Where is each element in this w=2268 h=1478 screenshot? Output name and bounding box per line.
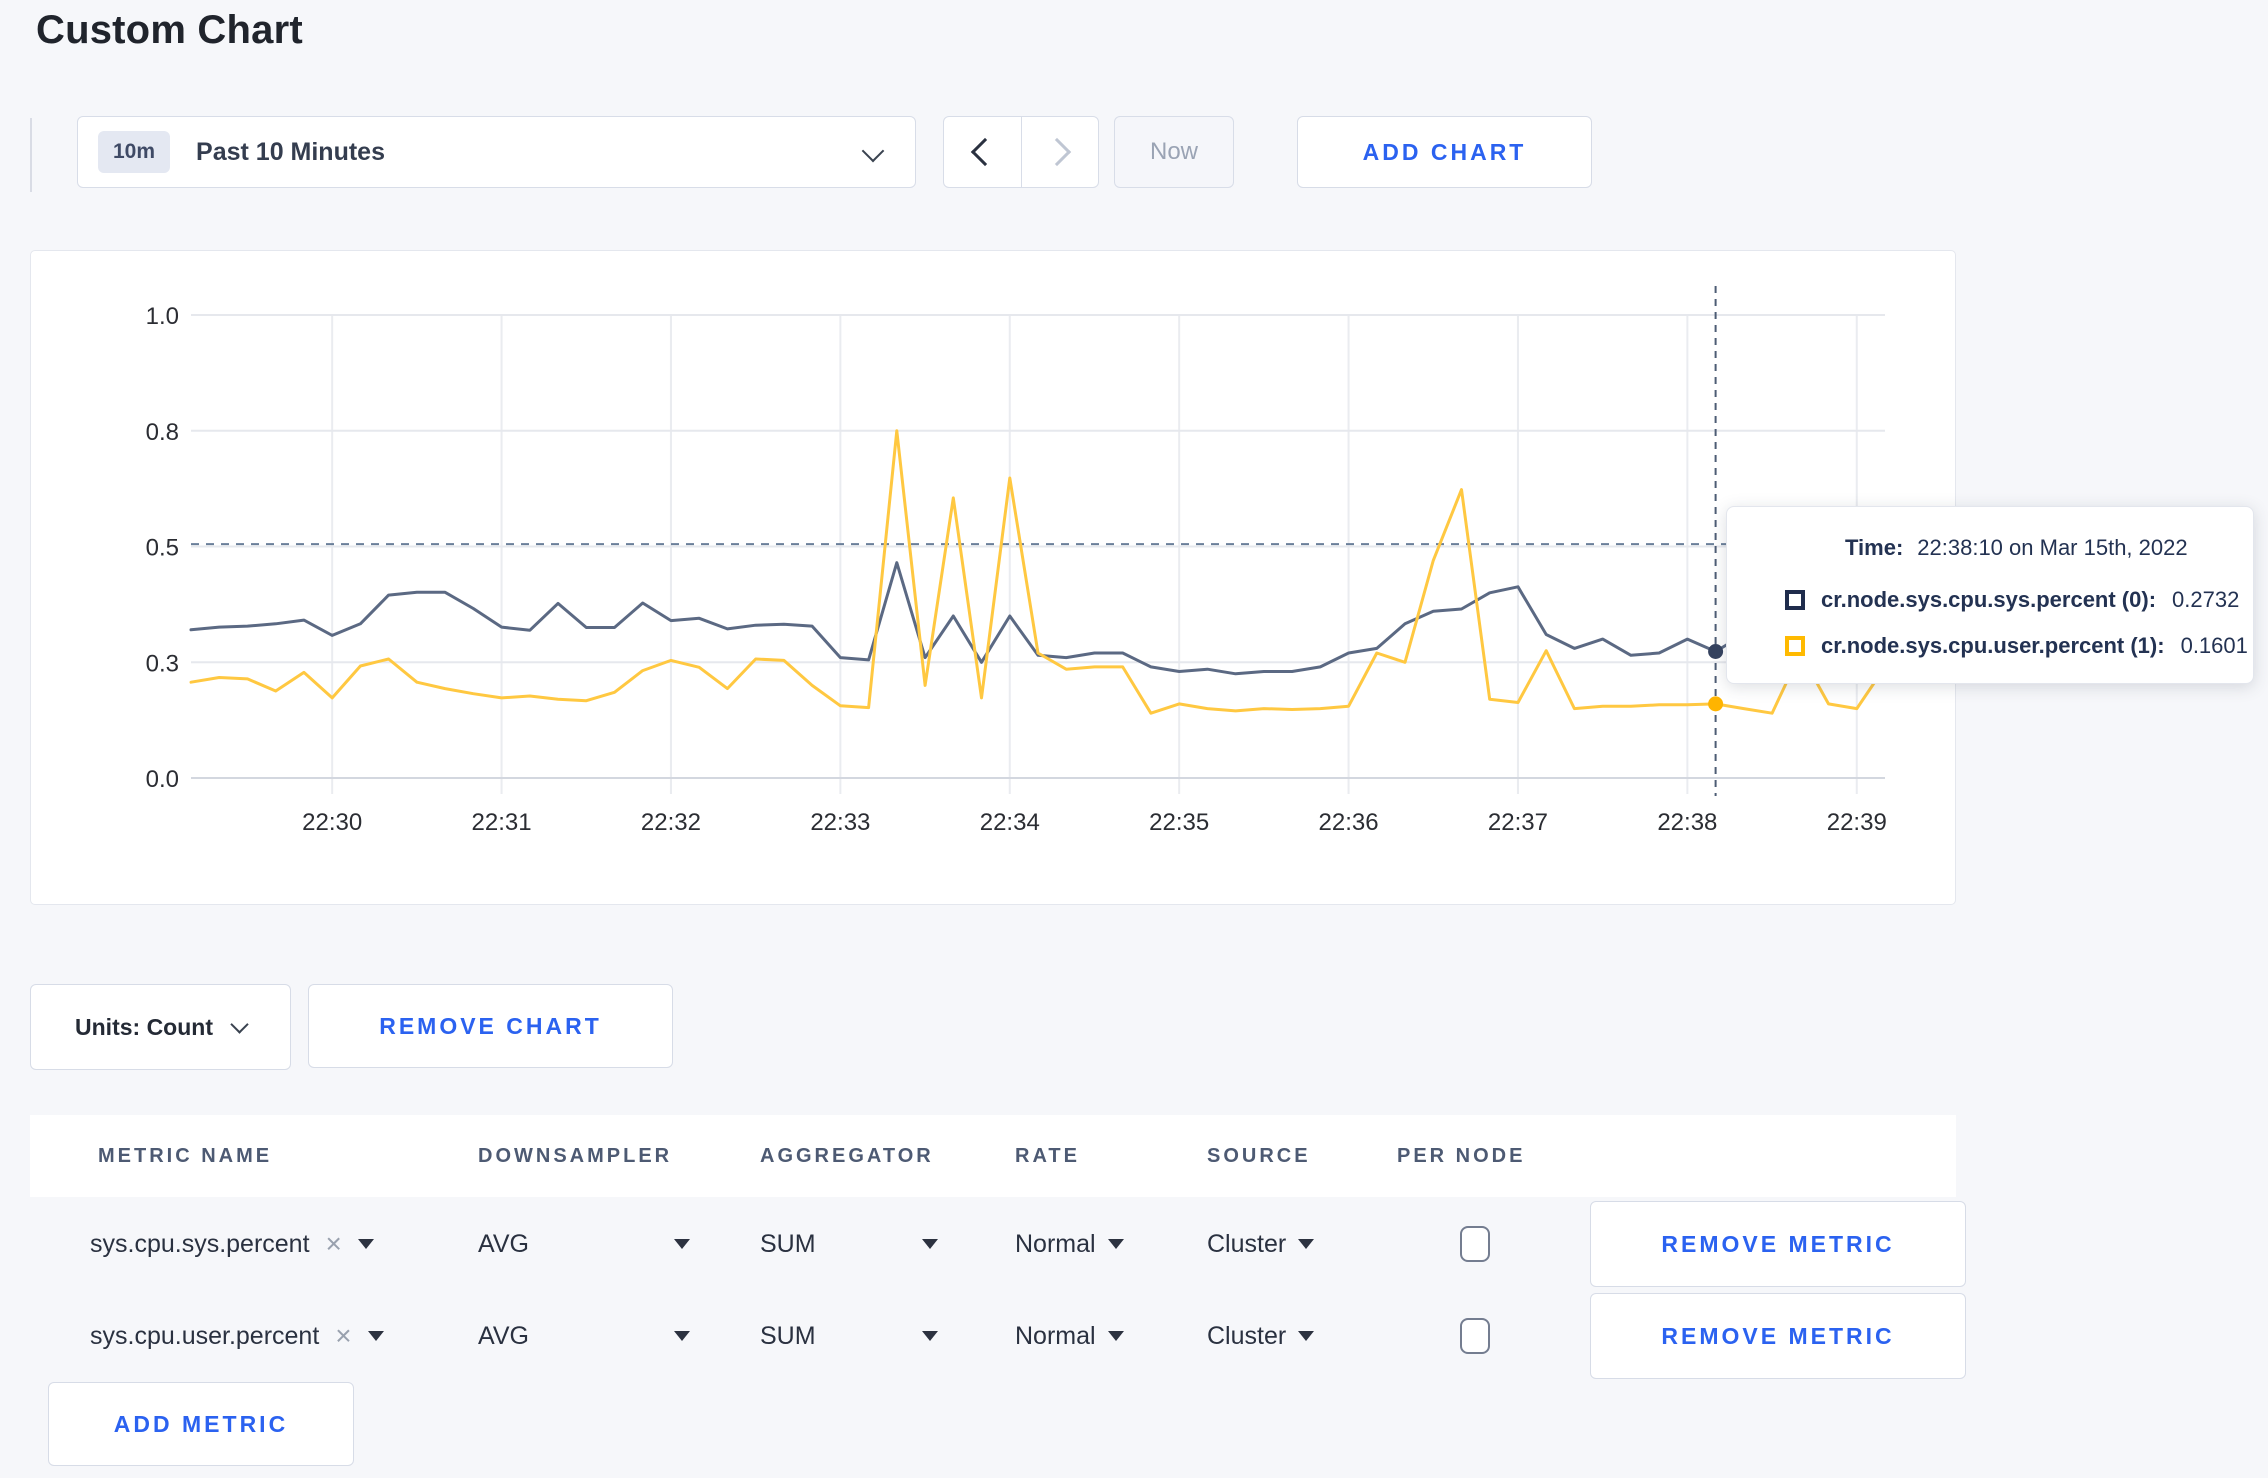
tooltip-time-label: Time: <box>1845 535 1904 560</box>
svg-text:22:33: 22:33 <box>810 809 870 836</box>
caret-down-icon <box>674 1331 690 1341</box>
caret-down-icon <box>1298 1239 1315 1249</box>
add-metric-button[interactable]: ADD METRIC <box>48 1382 354 1466</box>
downsampler-select[interactable]: AVG <box>478 1293 690 1379</box>
svg-text:22:34: 22:34 <box>980 809 1040 836</box>
tooltip-series-name: cr.node.sys.cpu.user.percent (1): <box>1821 633 2165 658</box>
tooltip-series-entry: cr.node.sys.cpu.user.percent (1): 0.1601 <box>1785 633 2248 659</box>
clear-metric-icon[interactable]: × <box>325 1228 342 1259</box>
source-select[interactable]: Cluster <box>1207 1293 1315 1379</box>
column-header: SOURCE <box>1207 1145 1311 1167</box>
now-button[interactable]: Now <box>1114 116 1234 188</box>
series-swatch-icon <box>1785 636 1805 656</box>
caret-down-icon <box>1107 1239 1124 1249</box>
aggregator-value: SUM <box>760 1229 816 1258</box>
svg-text:22:35: 22:35 <box>1149 809 1209 836</box>
remove-chart-button[interactable]: REMOVE CHART <box>308 984 673 1068</box>
downsampler-select[interactable]: AVG <box>478 1201 690 1287</box>
tooltip-time-row: Time: 22:38:10 on Mar 15th, 2022 <box>1845 535 2188 561</box>
rate-value: Normal <box>1015 1229 1096 1258</box>
timeseries-chart[interactable]: 22:30 22:31 22:32 22:33 22:34 22:35 22:36 22:37… <box>31 251 1957 906</box>
source-value: Cluster <box>1207 1321 1287 1350</box>
svg-text:22:32: 22:32 <box>641 809 701 836</box>
chart-card: 22:30 22:31 22:32 22:33 22:34 22:35 22:36 22:37… <box>30 250 1956 905</box>
aggregator-select[interactable]: SUM <box>760 1201 938 1287</box>
caret-down-icon <box>922 1239 938 1249</box>
chevron-left-icon <box>971 137 1000 167</box>
metric-name-value: sys.cpu.sys.percent <box>90 1229 310 1258</box>
caret-down-icon <box>1107 1331 1124 1341</box>
rate-select[interactable]: Normal <box>1015 1293 1124 1379</box>
chevron-right-icon <box>1042 137 1071 167</box>
column-header: AGGREGATOR <box>760 1145 934 1167</box>
add-chart-button[interactable]: ADD CHART <box>1297 116 1592 188</box>
time-nav-group <box>943 116 1099 188</box>
toolbar-divider <box>30 118 32 192</box>
aggregator-value: SUM <box>760 1321 816 1350</box>
svg-text:22:36: 22:36 <box>1319 809 1379 836</box>
per-node-checkbox[interactable] <box>1460 1226 1490 1262</box>
next-range-button[interactable] <box>1020 117 1099 187</box>
svg-text:22:30: 22:30 <box>302 809 362 836</box>
svg-text:0.8: 0.8 <box>146 419 179 446</box>
remove-metric-button[interactable]: REMOVE METRIC <box>1590 1293 1966 1379</box>
caret-down-icon <box>1298 1331 1315 1341</box>
caret-down-icon <box>357 1239 374 1249</box>
series-swatch-icon <box>1785 590 1805 610</box>
chart-tooltip: Time: 22:38:10 on Mar 15th, 2022 cr.node.… <box>1726 506 2254 684</box>
aggregator-select[interactable]: SUM <box>760 1293 938 1379</box>
metric-name-select[interactable]: sys.cpu.sys.percent × <box>90 1201 374 1287</box>
per-node-checkbox[interactable] <box>1460 1318 1490 1354</box>
units-dropdown[interactable]: Units: Count <box>30 984 291 1070</box>
downsampler-value: AVG <box>478 1321 529 1350</box>
column-header: DOWNSAMPLER <box>478 1145 673 1167</box>
tooltip-series-value: 0.2732 <box>2172 587 2240 612</box>
caret-down-icon <box>367 1331 384 1341</box>
remove-metric-button[interactable]: REMOVE METRIC <box>1590 1201 1966 1287</box>
svg-text:22:31: 22:31 <box>472 809 532 836</box>
clear-metric-icon[interactable]: × <box>335 1320 352 1351</box>
metric-name-select[interactable]: sys.cpu.user.percent × <box>90 1293 384 1379</box>
chevron-down-icon <box>861 139 885 163</box>
tooltip-series-entry: cr.node.sys.cpu.sys.percent (0): 0.2732 <box>1785 587 2239 613</box>
rate-select[interactable]: Normal <box>1015 1201 1124 1287</box>
column-header: PER NODE <box>1397 1145 1526 1167</box>
tooltip-time-value: 22:38:10 on Mar 15th, 2022 <box>1917 535 2188 560</box>
prev-range-button[interactable] <box>944 117 1021 187</box>
metrics-table-header: METRIC NAME DOWNSAMPLER AGGREGATOR RATE SOUR… <box>30 1115 1956 1197</box>
tooltip-series-name: cr.node.sys.cpu.sys.percent (0): <box>1821 587 2157 612</box>
time-range-badge: 10m <box>98 131 171 173</box>
downsampler-value: AVG <box>478 1229 529 1258</box>
caret-down-icon <box>674 1239 690 1249</box>
svg-text:1.0: 1.0 <box>146 303 179 330</box>
metric-name-value: sys.cpu.user.percent <box>90 1321 320 1350</box>
svg-text:22:38: 22:38 <box>1657 809 1717 836</box>
metric-row: sys.cpu.sys.percent × AVG SUM Normal Cluster R… <box>30 1201 1966 1287</box>
rate-value: Normal <box>1015 1321 1096 1350</box>
time-range-label: Past 10 Minutes <box>196 137 385 166</box>
column-header: METRIC NAME <box>98 1145 273 1167</box>
units-dropdown-label: Units: Count <box>75 1013 213 1040</box>
time-range-dropdown[interactable]: 10m Past 10 Minutes <box>77 116 916 188</box>
tooltip-series-value: 0.1601 <box>2180 633 2248 658</box>
svg-text:0.0: 0.0 <box>146 766 179 793</box>
source-value: Cluster <box>1207 1229 1287 1258</box>
source-select[interactable]: Cluster <box>1207 1201 1315 1287</box>
column-header: RATE <box>1015 1145 1080 1167</box>
page-title: Custom Chart <box>36 8 303 52</box>
svg-text:22:37: 22:37 <box>1488 809 1548 836</box>
svg-text:0.5: 0.5 <box>146 535 179 562</box>
svg-text:0.3: 0.3 <box>146 650 179 677</box>
svg-text:22:39: 22:39 <box>1827 809 1887 836</box>
metric-row: sys.cpu.user.percent × AVG SUM Normal Cluster… <box>30 1293 1966 1379</box>
caret-down-icon <box>922 1331 938 1341</box>
chevron-down-icon <box>230 1014 249 1034</box>
